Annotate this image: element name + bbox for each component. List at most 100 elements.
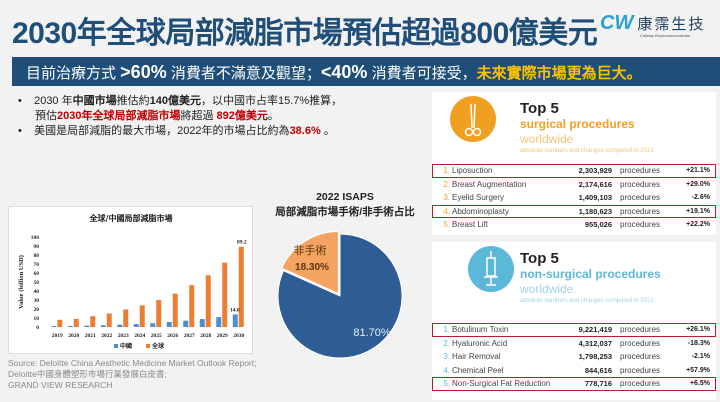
x-tick-label: 2021 [85,333,96,339]
change: +29.0% [686,180,710,188]
x-tick-label: 2025 [151,333,162,339]
unit: procedures [620,352,661,362]
procedure-name: Non-Surgical Fat Reduction [452,379,551,389]
procedure-name: Chemical Peel [452,365,504,375]
procedure-name: Hair Removal [452,352,501,362]
procedure-count: 1,798,253 [578,352,612,362]
pie-label-non-surgical-value: 18.30% [295,262,329,273]
source-line: Source: Deloitte China Aesthetic Medicin… [8,358,257,368]
bar-global-2027 [189,285,195,327]
change: +6.5% [689,380,710,388]
non-surgical-table: 1. Botulinum Toxin 9,221,419 procedures +26.… [432,323,716,391]
change: +21.1% [686,167,710,175]
bar-global-2024 [139,305,145,327]
bar-global-2022 [106,313,112,327]
change: +57.9% [686,366,710,374]
procedure-name: Liposuction [452,166,493,176]
procedure-name: Abdominoplasty [452,206,509,216]
panel-subtitle-2: worldwide [520,282,574,296]
rank: 1. [443,325,450,335]
panel-note: absolute numbers and changes compared to… [520,298,654,304]
y-tick-label: 30 [34,298,40,304]
bar-global-2019 [57,319,63,327]
pie-title: 2022 ISAPS 局部減脂市場手術/非手術占比 [265,190,425,220]
procedure-count: 1,409,103 [578,193,612,203]
unit: procedures [620,338,661,348]
x-tick-label: 2028 [200,333,211,339]
key-message-banner: 目前治療方式 >60% 消費者不滿意及觀望；<40% 消費者可接受，未來實際市場… [12,57,720,86]
rank: 4. [443,365,450,375]
panel-subtitle: non-surgical procedures [520,267,661,281]
pie-slice-non-surgical [281,230,339,295]
company-logo: CW 康霈生技 Caliway Biopharmaceuticals [600,12,705,38]
data-label-china-2030: 14.0 [230,307,240,313]
bar-china-2029 [216,317,222,327]
bar-global-2030 [238,246,244,327]
y-tick-label: 20 [34,307,40,313]
bar-china-2021 [84,325,90,327]
table-row: 5. Breast Lift 955,026 procedures +22.2% [432,218,716,232]
bar-china-2025 [150,323,156,327]
change: -2.1% [691,353,710,361]
y-tick-label: 80 [34,253,40,259]
panel-note: absolute numbers and changes compared to… [520,148,654,154]
procedure-count: 844,616 [584,365,612,375]
procedure-count: 955,026 [584,220,612,230]
change: -2.6% [691,194,710,202]
pie-chart: 81.70% 非手術 18.30% [277,230,403,359]
rank: 5. [443,379,450,389]
banner-stat: >60% [120,62,167,82]
x-tick-label: 2030 [233,333,244,339]
panel-title: Top 5 [520,100,559,117]
procedure-count: 2,303,929 [578,166,612,176]
legend-swatch [146,344,150,348]
surgical-table: 1. Liposuction 2,303,929 procedures +21.1% 2.… [432,164,716,232]
change: +26.1% [686,326,710,334]
chart-title: 全球/中國局部減脂市場 [89,213,173,223]
bar-global-2029 [222,262,228,327]
bullet-list: • 2030 年中國市場推估約140億美元，以中國市占率15.7%推算， 預估2… [18,94,342,139]
table-row: 1. Liposuction 2,303,929 procedures +21.1% [432,164,716,178]
y-tick-label: 70 [34,262,40,268]
procedure-name: Breast Augmentation [452,179,527,189]
x-tick-label: 2019 [52,333,63,339]
bar-china-2027 [183,320,189,327]
pie-title-line: 2022 ISAPS [316,191,374,203]
pie-subtitle: 局部減脂市場手術/非手術占比 [275,206,415,218]
rank: 3. [443,352,450,362]
x-tick-label: 2024 [134,333,145,339]
pie-slice-surgical [277,233,403,359]
change: -18.3% [687,339,710,347]
x-tick-label: 2027 [184,333,195,339]
legend-label: 全球 [151,342,165,350]
unit: procedures [620,193,661,203]
panel-subtitle: surgical procedures [520,117,635,131]
table-row: 1. Botulinum Toxin 9,221,419 procedures +26.… [432,323,716,337]
bar-global-2028 [205,275,211,327]
procedure-count: 1,180,623 [578,206,612,216]
procedure-count: 9,221,419 [578,325,612,335]
bullet-item: • 2030 年中國市場推估約140億美元，以中國市占率15.7%推算， [18,95,343,107]
y-tick-label: 50 [34,280,40,286]
table-row: 4. Chemical Peel 844,616 procedures +57.9% [432,364,716,378]
legend-label: 中國 [120,342,132,350]
panel-subtitle-2: worldwide [520,132,574,146]
rank: 1. [443,166,450,176]
banner-highlight: 未來實際市場更為巨大。 [476,65,642,82]
legend-swatch [114,344,118,348]
banner-text: 消費者可接受， [367,65,477,82]
bar-china-2023 [117,324,123,327]
change: +19.1% [686,207,710,215]
procedure-name: Breast Lift [452,220,489,230]
x-tick-label: 2026 [167,333,178,339]
bar-global-2020 [73,318,79,327]
bar-china-2030 [232,314,238,327]
procedure-count: 2,174,616 [578,179,612,189]
bar-china-2022 [100,325,106,327]
y-tick-label: 90 [34,244,40,250]
change: +22.2% [686,221,710,229]
rank: 3. [443,193,450,203]
table-row: 5. Non-Surgical Fat Reduction 778,716 proce… [432,377,716,391]
bar-china-2019 [51,326,57,327]
